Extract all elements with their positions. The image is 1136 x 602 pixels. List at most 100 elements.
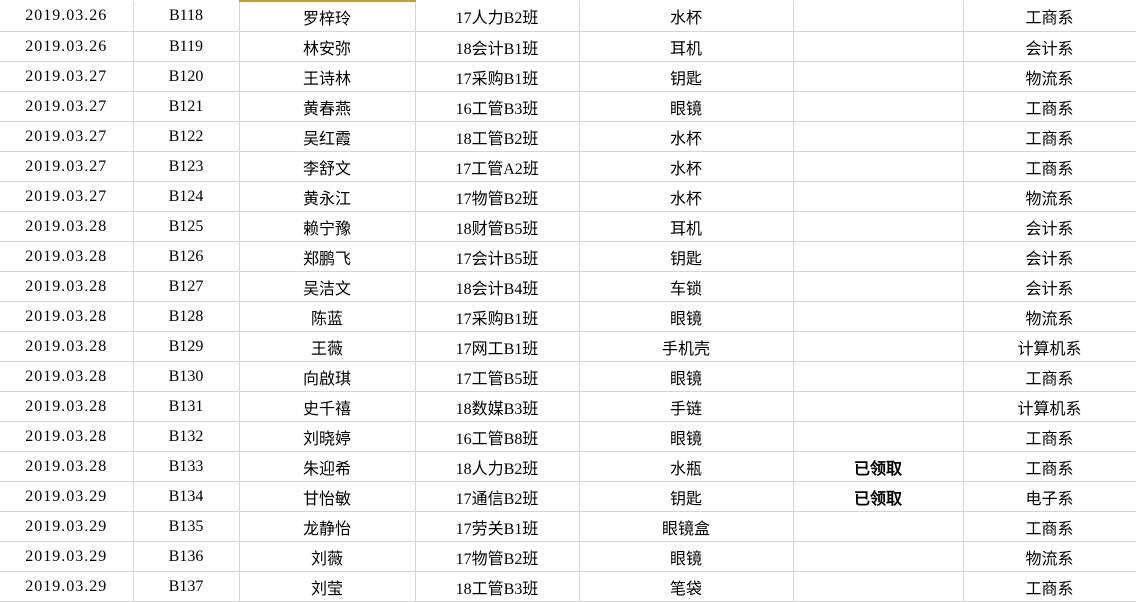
cell-status[interactable] (793, 391, 964, 422)
cell-department[interactable]: 工商系 (963, 151, 1136, 182)
cell-department[interactable]: 工商系 (963, 421, 1136, 452)
cell-date[interactable]: 2019.03.28 (0, 241, 134, 272)
cell-item[interactable]: 钥匙 (579, 241, 794, 272)
cell-code[interactable]: B122 (133, 121, 240, 152)
cell-date[interactable]: 2019.03.28 (0, 451, 134, 482)
cell-name[interactable]: 刘晓婷 (239, 421, 416, 452)
cell-department[interactable]: 工商系 (963, 571, 1136, 602)
cell-name[interactable]: 王诗林 (239, 61, 416, 92)
cell-department[interactable]: 工商系 (963, 511, 1136, 542)
cell-code[interactable]: B129 (133, 331, 240, 362)
cell-department[interactable]: 工商系 (963, 361, 1136, 392)
cell-item[interactable]: 眼镜盒 (579, 511, 794, 542)
cell-item[interactable]: 耳机 (579, 211, 794, 242)
cell-item[interactable]: 眼镜 (579, 301, 794, 332)
cell-code[interactable]: B121 (133, 91, 240, 122)
cell-name[interactable]: 赖宁豫 (239, 211, 416, 242)
cell-date[interactable]: 2019.03.26 (0, 31, 134, 62)
cell-class[interactable]: 17劳关B1班 (415, 511, 580, 542)
cell-class[interactable]: 17网工B1班 (415, 331, 580, 362)
cell-department[interactable]: 会计系 (963, 31, 1136, 62)
cell-class[interactable]: 18人力B2班 (415, 451, 580, 482)
cell-department[interactable]: 物流系 (963, 181, 1136, 212)
cell-name[interactable]: 李舒文 (239, 151, 416, 182)
cell-department[interactable]: 电子系 (963, 481, 1136, 512)
cell-status[interactable] (793, 1, 964, 32)
cell-class[interactable]: 17物管B2班 (415, 181, 580, 212)
cell-name[interactable]: 陈蓝 (239, 301, 416, 332)
cell-date[interactable]: 2019.03.29 (0, 511, 134, 542)
cell-name[interactable]: 刘莹 (239, 571, 416, 602)
cell-department[interactable]: 物流系 (963, 61, 1136, 92)
cell-department[interactable]: 会计系 (963, 241, 1136, 272)
cell-item[interactable]: 手链 (579, 391, 794, 422)
cell-code[interactable]: B123 (133, 151, 240, 182)
cell-code[interactable]: B132 (133, 421, 240, 452)
cell-status[interactable] (793, 301, 964, 332)
cell-class[interactable]: 17采购B1班 (415, 301, 580, 332)
cell-date[interactable]: 2019.03.28 (0, 211, 134, 242)
cell-date[interactable]: 2019.03.28 (0, 301, 134, 332)
cell-status[interactable] (793, 241, 964, 272)
cell-department[interactable]: 会计系 (963, 211, 1136, 242)
cell-name[interactable]: 吴洁文 (239, 271, 416, 302)
cell-name[interactable]: 龙静怡 (239, 511, 416, 542)
cell-status[interactable] (793, 361, 964, 392)
cell-date[interactable]: 2019.03.28 (0, 391, 134, 422)
cell-class[interactable]: 17通信B2班 (415, 481, 580, 512)
cell-code[interactable]: B130 (133, 361, 240, 392)
cell-date[interactable]: 2019.03.29 (0, 571, 134, 602)
cell-name[interactable]: 黄春燕 (239, 91, 416, 122)
cell-class[interactable]: 17人力B2班 (415, 1, 580, 32)
cell-date[interactable]: 2019.03.27 (0, 181, 134, 212)
cell-date[interactable]: 2019.03.26 (0, 1, 134, 32)
cell-department[interactable]: 会计系 (963, 271, 1136, 302)
cell-status[interactable] (793, 151, 964, 182)
cell-status[interactable] (793, 271, 964, 302)
cell-date[interactable]: 2019.03.27 (0, 61, 134, 92)
cell-code[interactable]: B137 (133, 571, 240, 602)
cell-department[interactable]: 工商系 (963, 121, 1136, 152)
cell-item[interactable]: 水杯 (579, 1, 794, 32)
cell-item[interactable]: 车锁 (579, 271, 794, 302)
cell-department[interactable]: 工商系 (963, 1, 1136, 32)
cell-date[interactable]: 2019.03.27 (0, 121, 134, 152)
cell-code[interactable]: B120 (133, 61, 240, 92)
cell-code[interactable]: B131 (133, 391, 240, 422)
cell-code[interactable]: B135 (133, 511, 240, 542)
cell-code[interactable]: B134 (133, 481, 240, 512)
cell-code[interactable]: B136 (133, 541, 240, 572)
cell-class[interactable]: 17会计B5班 (415, 241, 580, 272)
cell-department[interactable]: 物流系 (963, 541, 1136, 572)
cell-item[interactable]: 眼镜 (579, 541, 794, 572)
cell-department[interactable]: 工商系 (963, 91, 1136, 122)
cell-status[interactable] (793, 571, 964, 602)
cell-class[interactable]: 18数媒B3班 (415, 391, 580, 422)
cell-name[interactable]: 朱迎希 (239, 451, 416, 482)
cell-code[interactable]: B124 (133, 181, 240, 212)
cell-date[interactable]: 2019.03.28 (0, 271, 134, 302)
cell-item[interactable]: 钥匙 (579, 481, 794, 512)
cell-code[interactable]: B127 (133, 271, 240, 302)
cell-item[interactable]: 水杯 (579, 151, 794, 182)
cell-status[interactable] (793, 211, 964, 242)
cell-status[interactable] (793, 331, 964, 362)
cell-code[interactable]: B118 (133, 1, 240, 32)
cell-class[interactable]: 18会计B4班 (415, 271, 580, 302)
cell-status[interactable] (793, 91, 964, 122)
cell-status[interactable]: 已领取 (793, 451, 964, 482)
cell-status[interactable] (793, 181, 964, 212)
cell-code[interactable]: B119 (133, 31, 240, 62)
cell-name[interactable]: 黄永江 (239, 181, 416, 212)
cell-code[interactable]: B133 (133, 451, 240, 482)
cell-status[interactable] (793, 121, 964, 152)
cell-item[interactable]: 手机壳 (579, 331, 794, 362)
cell-class[interactable]: 18工管B3班 (415, 571, 580, 602)
cell-code[interactable]: B125 (133, 211, 240, 242)
cell-item[interactable]: 水杯 (579, 181, 794, 212)
cell-name[interactable]: 史千禧 (239, 391, 416, 422)
cell-name-highlighted[interactable]: 罗梓玲 (239, 0, 416, 32)
cell-date[interactable]: 2019.03.28 (0, 331, 134, 362)
cell-item[interactable]: 耳机 (579, 31, 794, 62)
cell-name[interactable]: 甘怡敏 (239, 481, 416, 512)
